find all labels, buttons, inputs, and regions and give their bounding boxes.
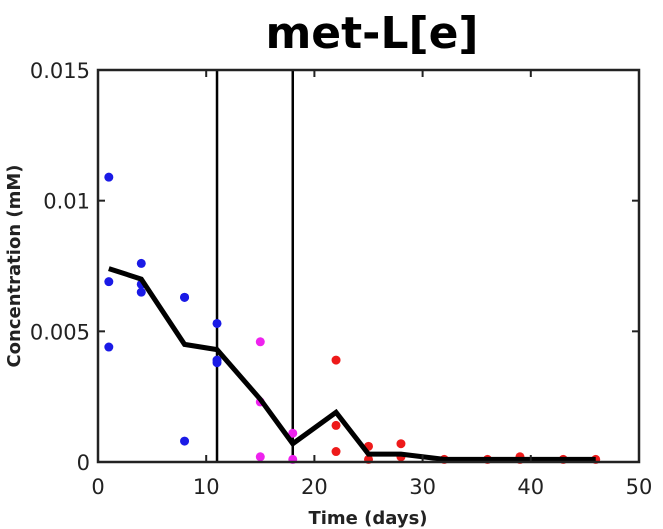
data-point [255,337,265,347]
data-point [212,358,222,368]
x-tick-label: 20 [301,475,328,499]
y-tick-label: 0.015 [30,59,90,83]
y-tick-label: 0.01 [43,190,90,214]
data-point [331,420,341,430]
plot-frame [96,68,641,464]
x-tick-label: 0 [91,475,104,499]
data-point [136,287,146,297]
x-tick-label: 50 [626,475,653,499]
data-point [212,318,222,328]
data-point [396,439,406,449]
x-tick-label: 10 [193,475,220,499]
plot-area [104,70,601,464]
data-point [104,342,114,352]
mean-line [108,266,596,462]
data-point [180,292,190,302]
data-point [136,258,146,268]
data-point [288,428,298,438]
y-tick-label: 0.005 [30,320,90,344]
chart-title: met-L[e] [265,8,478,59]
data-point [331,355,341,365]
data-point [180,436,190,446]
data-point [331,447,341,457]
y-axis-label: Concentration (mM) [4,164,25,367]
data-point [104,277,114,287]
data-point [104,172,114,182]
y-tick-label: 0 [77,451,90,475]
x-tick-label: 40 [517,475,544,499]
data-point [255,452,265,462]
x-tick-label: 30 [409,475,436,499]
x-axis-label: Time (days) [308,508,427,529]
